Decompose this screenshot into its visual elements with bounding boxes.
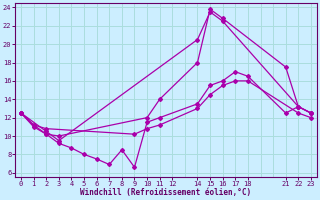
X-axis label: Windchill (Refroidissement éolien,°C): Windchill (Refroidissement éolien,°C) bbox=[80, 188, 252, 197]
